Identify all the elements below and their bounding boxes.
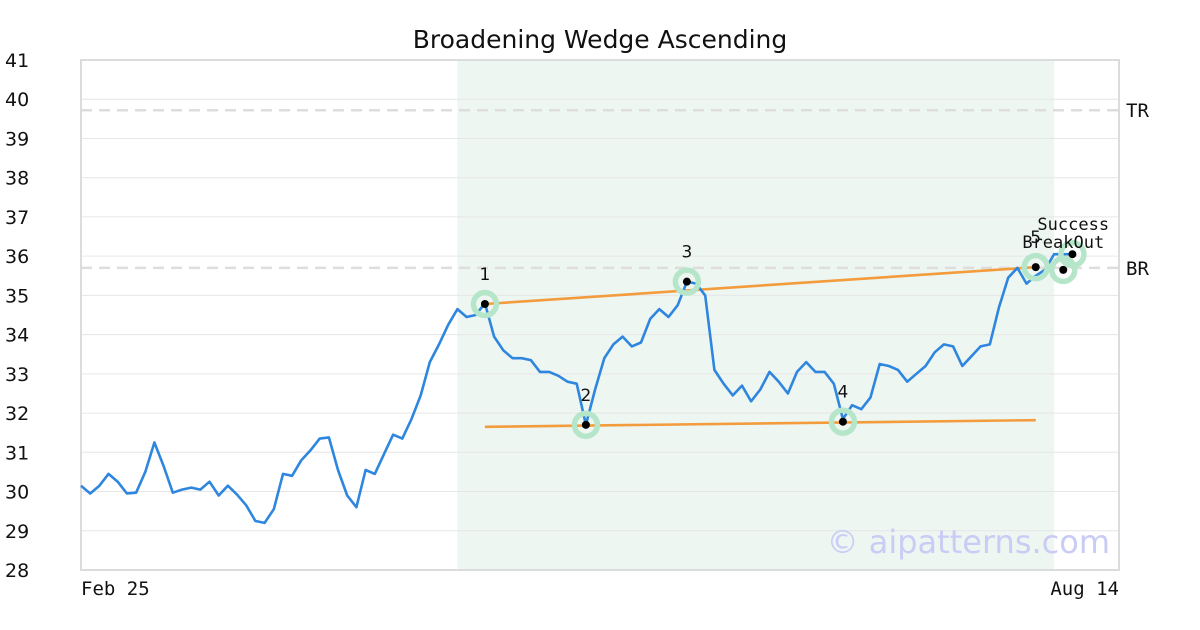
y-tick-label: 32 xyxy=(5,403,29,425)
pattern-point-dot xyxy=(581,420,590,429)
y-tick-label: 33 xyxy=(5,364,29,386)
pattern-point-3: 3 xyxy=(672,243,702,296)
horizontal-levels: TR BR xyxy=(81,100,1149,280)
y-tick-label: 37 xyxy=(5,207,29,229)
pattern-point-dot xyxy=(480,300,489,309)
pattern-point-label: 3 xyxy=(681,243,692,263)
pattern-point-5: 5 xyxy=(1021,228,1050,282)
pattern-points: 1 2 3 4 5 xyxy=(470,228,1087,440)
success-label: Success xyxy=(1037,215,1109,235)
pattern-point-label: 4 xyxy=(838,383,849,403)
y-tick-label: 28 xyxy=(5,560,29,582)
pattern-point-ring xyxy=(571,410,601,440)
x-tick-label-start: Feb 25 xyxy=(81,578,150,600)
pattern-point-4: 4 xyxy=(828,383,858,436)
pattern-point-ring xyxy=(1058,239,1087,269)
plot-frame xyxy=(80,59,1120,571)
pattern-point-ring xyxy=(470,289,500,319)
pattern-point-ring xyxy=(672,267,702,296)
y-axis: 28 29 30 31 32 33 34 35 36 37 38 39 40 41 xyxy=(5,50,29,582)
y-tick-label: 29 xyxy=(5,521,29,543)
y-tick-label: 41 xyxy=(5,50,29,72)
y-tick-label: 36 xyxy=(5,246,29,268)
pattern-point xyxy=(1058,239,1087,269)
y-tick-label: 39 xyxy=(5,128,29,150)
pattern-point-1: 1 xyxy=(470,265,500,319)
watermark: © aipatterns.com xyxy=(827,523,1110,561)
pattern-point-dot xyxy=(1031,263,1040,272)
pattern-point-label: 2 xyxy=(580,386,591,406)
upper-trend-line xyxy=(484,265,1036,306)
pattern-point-2: 2 xyxy=(571,386,601,440)
y-tick-label: 30 xyxy=(5,482,29,504)
pattern-point-dot xyxy=(1068,250,1077,259)
pattern-point-dot xyxy=(838,417,847,426)
pattern-highlight-region xyxy=(457,60,1055,570)
pattern-point-label: 5 xyxy=(1030,228,1041,248)
y-tick-label: 35 xyxy=(5,285,29,307)
y-tick-label: 34 xyxy=(5,325,29,347)
x-tick-label-end: Aug 14 xyxy=(1050,578,1119,600)
level-label-br: BR xyxy=(1126,258,1149,280)
pattern-point-dot xyxy=(682,277,691,286)
breakout-label: BreakOut xyxy=(1022,233,1104,253)
pattern-point-dot xyxy=(1059,265,1068,274)
y-tick-label: 38 xyxy=(5,168,29,190)
chart-title: Broadening Wedge Ascending xyxy=(413,25,788,54)
y-tick-label: 31 xyxy=(5,442,29,464)
pattern-point-ring xyxy=(828,407,858,436)
price-series-line xyxy=(80,252,1073,525)
pattern-point-ring xyxy=(1021,252,1050,282)
pattern-point-label: 1 xyxy=(480,265,491,285)
y-tick-label: 40 xyxy=(5,89,29,111)
level-label-tr: TR xyxy=(1126,100,1149,122)
